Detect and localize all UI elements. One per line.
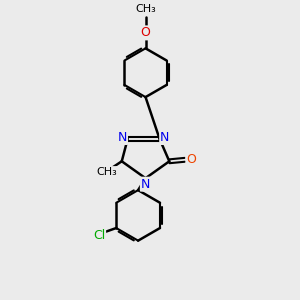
- Text: N: N: [118, 131, 127, 144]
- Text: CH₃: CH₃: [135, 4, 156, 14]
- Text: O: O: [141, 26, 151, 39]
- Text: O: O: [186, 153, 196, 166]
- Text: N: N: [160, 131, 170, 144]
- Text: CH₃: CH₃: [97, 167, 117, 177]
- Text: N: N: [141, 178, 150, 191]
- Text: Cl: Cl: [93, 229, 105, 242]
